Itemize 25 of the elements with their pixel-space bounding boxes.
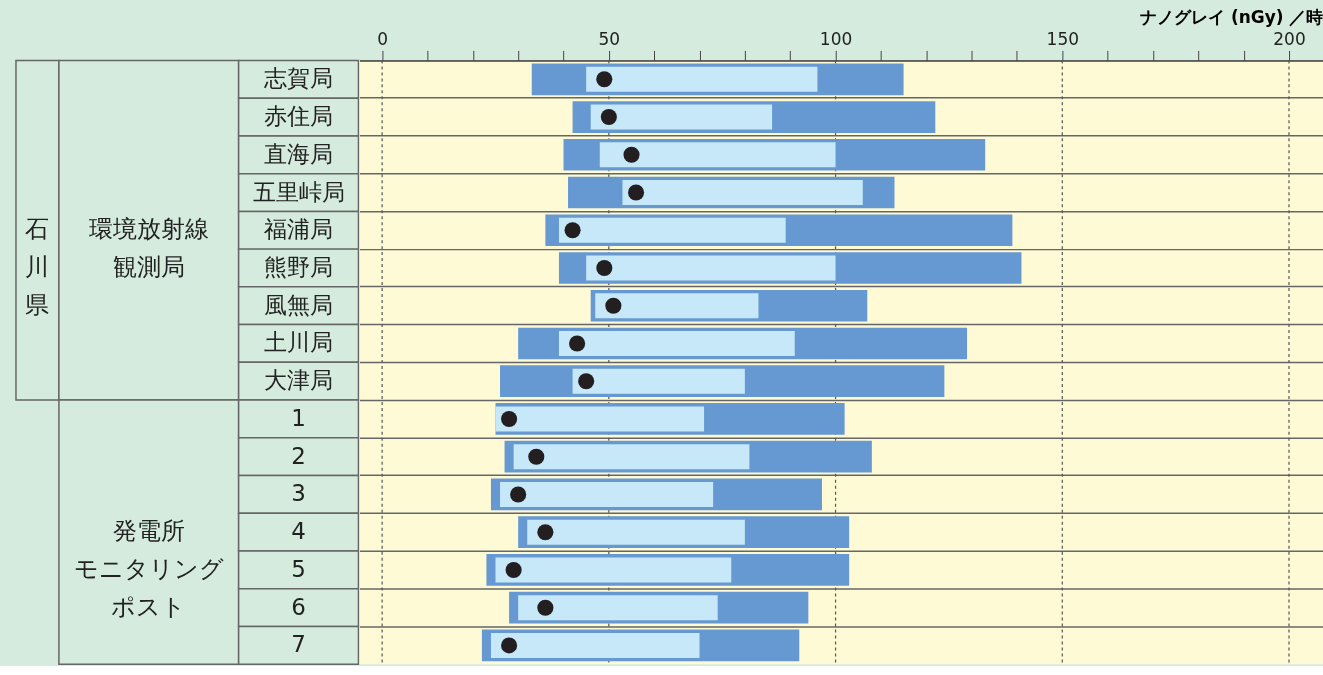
y-tick-label: 熊野局	[264, 253, 334, 280]
y-tick-label: 直海局	[264, 140, 334, 167]
x-axis-title: ナノグレイ (nGy) ／時	[1140, 6, 1323, 27]
y-tick-label: 五里峠局	[252, 178, 345, 205]
y-tick-label: 3	[291, 480, 306, 507]
y-tick-label: 7	[291, 631, 306, 658]
x-tick-label: 50	[598, 28, 621, 49]
y-tick-label: 1	[291, 404, 306, 431]
y-tick-label: 赤住局	[264, 103, 334, 130]
x-tick-label: 200	[1273, 28, 1306, 49]
y-tick-label: 5	[291, 555, 306, 582]
x-tick-label: 100	[819, 28, 853, 49]
x-tick-label: 150	[1046, 28, 1079, 49]
y-tick-label: 志賀局	[264, 65, 334, 92]
y-tick-label: 風無局	[264, 291, 334, 318]
y-tick-label: 福浦局	[264, 216, 334, 243]
x-tick-label: 0	[377, 28, 389, 49]
y-tick-label: 4	[291, 518, 306, 545]
y-tick-label: 6	[291, 593, 306, 620]
y-tick-label: 2	[291, 442, 306, 469]
y-tick-label: 土川局	[264, 329, 334, 356]
text: 環境放射線観測局	[88, 215, 209, 282]
text: 石川県	[25, 215, 50, 320]
y-tick-label: 大津局	[264, 367, 334, 394]
text: 発電所モニタリングポスト	[73, 517, 224, 622]
